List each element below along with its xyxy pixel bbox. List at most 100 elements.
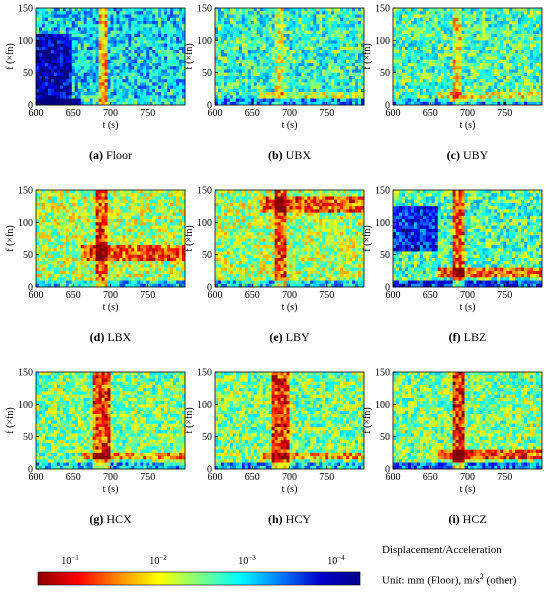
heat-cell xyxy=(57,95,60,99)
heat-cell xyxy=(122,92,125,96)
heat-cell xyxy=(93,60,96,64)
heat-cell xyxy=(536,31,539,35)
heat-cell xyxy=(396,92,399,96)
heat-cell xyxy=(346,18,349,22)
heat-cell xyxy=(57,261,60,265)
heat-cell xyxy=(63,82,66,86)
heat-cell xyxy=(476,14,479,18)
heat-cell xyxy=(60,193,63,197)
heat-cell xyxy=(81,69,84,73)
heat-cell xyxy=(215,95,218,99)
heat-cell xyxy=(111,44,114,48)
heat-cell xyxy=(245,73,248,77)
heat-cell xyxy=(146,21,149,25)
heat-cell xyxy=(69,69,72,73)
heat-cell xyxy=(137,50,140,54)
heat-cell xyxy=(48,73,51,77)
heat-cell xyxy=(533,8,536,12)
heat-cell xyxy=(233,8,236,12)
heat-cell xyxy=(432,8,435,12)
heat-cell xyxy=(414,47,417,51)
heat-cell xyxy=(319,21,322,25)
heat-cell xyxy=(524,44,527,48)
heat-cell xyxy=(295,34,298,38)
heat-cell xyxy=(152,34,155,38)
heat-cell xyxy=(527,76,530,80)
heat-cell xyxy=(295,82,298,86)
heat-cell xyxy=(500,66,503,70)
heat-cell xyxy=(242,11,245,15)
heat-cell xyxy=(524,63,527,67)
heat-cell xyxy=(284,76,287,80)
heat-cell xyxy=(290,53,293,57)
heat-cell xyxy=(60,99,63,103)
heat-cell xyxy=(411,57,414,61)
heat-cell xyxy=(399,8,402,12)
heat-cell xyxy=(432,76,435,80)
heat-cell xyxy=(462,24,465,28)
heat-cell xyxy=(393,50,396,54)
heat-cell xyxy=(152,21,155,25)
heat-cell xyxy=(108,34,111,38)
heat-cell xyxy=(155,11,158,15)
heat-cell xyxy=(251,47,254,51)
heat-cell xyxy=(444,95,447,99)
heat-cell xyxy=(128,14,131,18)
heat-cell xyxy=(426,50,429,54)
heat-cell xyxy=(402,69,405,73)
heat-cell xyxy=(346,11,349,15)
heat-cell xyxy=(230,40,233,44)
heat-cell xyxy=(251,95,254,99)
heat-cell xyxy=(57,277,60,281)
heat-cell xyxy=(221,24,224,28)
heat-cell xyxy=(75,200,78,204)
heat-cell xyxy=(355,66,358,70)
heat-cell xyxy=(316,92,319,96)
heat-cell xyxy=(152,47,155,51)
heat-cell xyxy=(48,40,51,44)
heat-cell xyxy=(155,18,158,22)
heat-cell xyxy=(84,95,87,99)
heat-cell xyxy=(269,44,272,48)
heat-cell xyxy=(119,47,122,51)
heat-cell xyxy=(215,82,218,86)
heat-cell xyxy=(134,21,137,25)
heat-cell xyxy=(143,44,146,48)
heat-cell xyxy=(530,63,533,67)
heat-cell xyxy=(48,27,51,31)
heat-cell xyxy=(66,27,69,31)
heat-cell xyxy=(242,37,245,41)
heat-cell xyxy=(51,47,54,51)
heat-cell xyxy=(355,57,358,61)
heat-cell xyxy=(411,24,414,28)
heat-cell xyxy=(284,82,287,86)
heat-cell xyxy=(81,50,84,54)
heat-cell xyxy=(322,40,325,44)
heat-cell xyxy=(337,82,340,86)
heat-cell xyxy=(63,206,66,210)
heat-cell xyxy=(57,57,60,61)
heat-cell xyxy=(453,92,456,96)
heat-cell xyxy=(325,31,328,35)
heat-cell xyxy=(236,50,239,54)
heat-cell xyxy=(179,50,182,54)
heat-cell xyxy=(465,92,468,96)
heat-cell xyxy=(113,27,116,31)
heat-cell xyxy=(414,79,417,83)
heat-cell xyxy=(125,79,128,83)
heat-cell xyxy=(69,190,72,194)
heat-cell xyxy=(176,66,179,70)
heat-cell xyxy=(146,24,149,28)
heat-cell xyxy=(122,34,125,38)
heat-cell xyxy=(218,57,221,61)
heat-cell xyxy=(417,24,420,28)
heat-cell xyxy=(482,27,485,31)
heat-cell xyxy=(411,8,414,12)
heat-cell xyxy=(512,14,515,18)
heat-cell xyxy=(119,37,122,41)
heat-cell xyxy=(90,31,93,35)
heat-cell xyxy=(128,21,131,25)
heat-cell xyxy=(459,69,462,73)
heat-cell xyxy=(479,14,482,18)
heat-cell xyxy=(125,86,128,90)
